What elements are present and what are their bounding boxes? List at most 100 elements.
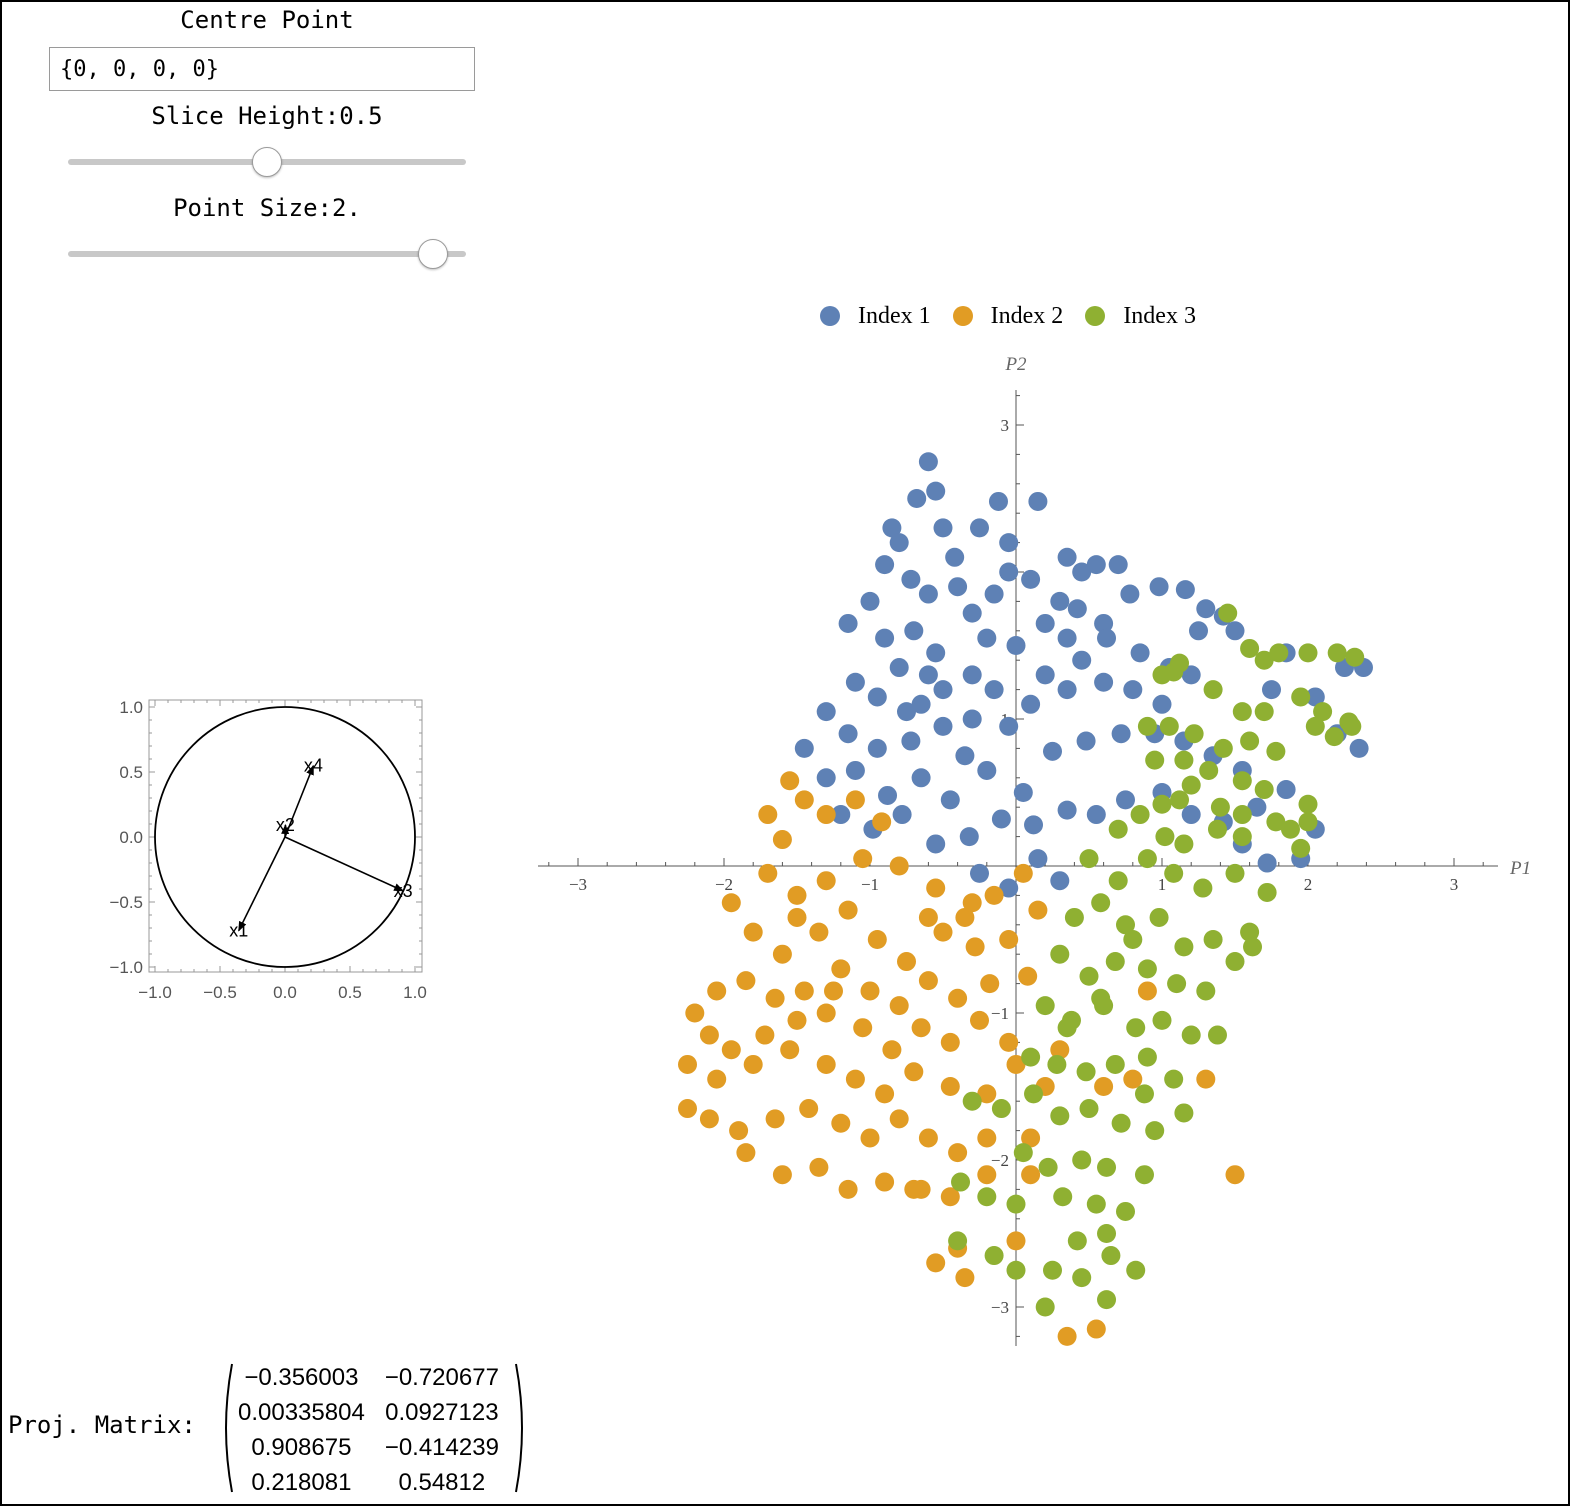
slice-height-slider-thumb[interactable] xyxy=(252,147,282,177)
point-size-slider-thumb[interactable] xyxy=(417,239,448,269)
data-point xyxy=(875,555,895,575)
data-point xyxy=(933,716,953,736)
data-point xyxy=(755,1025,775,1045)
data-point xyxy=(999,562,1019,582)
data-point xyxy=(1006,1054,1026,1074)
data-point xyxy=(889,533,909,553)
data-point xyxy=(918,1128,938,1148)
data-point xyxy=(926,1253,946,1273)
data-point xyxy=(948,1231,968,1251)
data-point xyxy=(729,1121,749,1141)
data-point xyxy=(1091,893,1111,913)
data-point xyxy=(1137,849,1157,869)
data-point xyxy=(1276,780,1296,800)
data-point xyxy=(1170,790,1190,810)
data-point xyxy=(940,1187,960,1207)
data-point xyxy=(845,672,865,692)
data-point xyxy=(1240,731,1260,751)
data-point xyxy=(1094,1077,1114,1096)
data-point xyxy=(780,1040,800,1060)
data-point xyxy=(955,1268,975,1288)
data-point xyxy=(787,907,807,927)
data-point xyxy=(984,680,1004,700)
axes-circle-plot: −1.0 −0.5 0.0 0.5 1.0 −1.0 −0.5 0.0 0.5 1.0 x1 x2 x3… xyxy=(109,698,426,1002)
data-point xyxy=(1057,1018,1077,1038)
data-point xyxy=(1181,665,1201,685)
data-point xyxy=(1181,805,1201,825)
data-point xyxy=(970,863,989,883)
data-point xyxy=(743,922,763,942)
data-point xyxy=(1155,827,1175,847)
data-point xyxy=(1298,794,1318,814)
data-point xyxy=(816,871,836,891)
data-point xyxy=(904,1062,924,1082)
data-point xyxy=(860,1128,880,1148)
data-point xyxy=(721,893,741,913)
data-point xyxy=(743,1054,763,1074)
data-point xyxy=(1225,621,1245,641)
data-point xyxy=(933,922,953,942)
matrix-cell: 0.0927123 xyxy=(385,1399,499,1426)
slice-height-slider[interactable] xyxy=(68,147,466,177)
data-point xyxy=(892,805,912,825)
matrix-cell: −0.720677 xyxy=(384,1364,499,1391)
data-point xyxy=(736,971,756,991)
y-tick-label: 1.0 xyxy=(119,698,143,717)
data-point xyxy=(977,1128,997,1148)
slice-height-row: Slice Height:0.5 xyxy=(0,102,534,130)
data-point xyxy=(1035,996,1055,1016)
data-point xyxy=(1021,569,1041,589)
data-point xyxy=(901,731,921,751)
data-point xyxy=(1091,988,1111,1008)
y-tick-label: −1 xyxy=(991,1004,1009,1023)
data-point xyxy=(1013,1143,1033,1163)
centre-point-input[interactable]: {0, 0, 0, 0} xyxy=(49,47,475,91)
data-point xyxy=(816,1054,836,1074)
data-point xyxy=(1149,577,1169,597)
data-point xyxy=(918,665,938,685)
point-size-slider[interactable] xyxy=(68,239,466,269)
data-point xyxy=(970,1010,989,1030)
matrix-table: −0.356003 −0.720677 0.00335804 0.0927123… xyxy=(228,1360,509,1500)
data-point xyxy=(1101,1246,1121,1266)
data-point xyxy=(1050,591,1070,611)
data-point xyxy=(1086,1319,1106,1339)
data-point xyxy=(1210,797,1230,817)
data-point xyxy=(1149,907,1169,927)
matrix-cell: 0.00335804 xyxy=(238,1399,365,1426)
data-point xyxy=(1137,981,1157,1001)
matrix-row: 0.908675 −0.414239 xyxy=(228,1430,509,1465)
data-point xyxy=(838,1179,858,1199)
data-point xyxy=(1079,1099,1099,1119)
vector-x1 xyxy=(238,836,286,932)
data-point xyxy=(1262,680,1281,700)
data-point xyxy=(1232,771,1252,791)
data-point xyxy=(787,1010,807,1030)
series-3 xyxy=(948,603,1365,1317)
data-point xyxy=(1280,819,1300,839)
data-point xyxy=(1349,738,1369,758)
data-point xyxy=(1345,647,1365,667)
data-point xyxy=(816,1003,836,1023)
data-point xyxy=(831,959,851,979)
data-point xyxy=(838,900,858,920)
proj-matrix: −0.356003 −0.720677 0.00335804 0.0927123… xyxy=(218,1360,530,1496)
legend-item-index1: Index 1 xyxy=(820,303,931,330)
data-point xyxy=(1159,716,1179,736)
data-point xyxy=(1170,653,1190,673)
data-point xyxy=(1164,1069,1184,1089)
data-point xyxy=(933,518,953,538)
data-point xyxy=(1043,1260,1062,1280)
matrix-cell: 0.908675 xyxy=(251,1434,352,1461)
data-point xyxy=(1028,491,1048,511)
data-point xyxy=(1097,628,1117,648)
data-point xyxy=(1327,643,1347,663)
data-point xyxy=(1291,838,1311,858)
data-point xyxy=(1097,1290,1117,1310)
matrix-left-paren xyxy=(225,1363,233,1493)
data-point xyxy=(882,1040,902,1060)
data-point xyxy=(1174,834,1194,854)
data-point xyxy=(1207,819,1227,839)
data-point xyxy=(911,768,931,788)
data-point xyxy=(984,584,1004,604)
